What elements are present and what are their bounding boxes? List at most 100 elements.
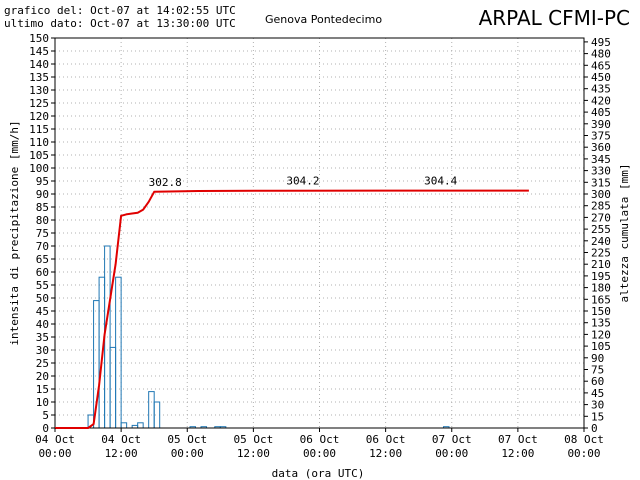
cumulative-line-group — [55, 189, 529, 429]
x-tick-time: 00:00 — [435, 447, 468, 460]
right-tick-label: 255 — [591, 223, 611, 236]
x-tick-date: 05 Oct — [234, 433, 274, 446]
x-tick-time: 00:00 — [38, 447, 71, 460]
left-axis-label: intensita di precipitazione [mm/h] — [8, 120, 21, 345]
right-tick-label: 435 — [591, 83, 611, 96]
right-tick-label: 60 — [591, 375, 604, 388]
right-tick-label: 75 — [591, 364, 604, 377]
right-axis-label: altezza cumulata [mm] — [618, 163, 631, 302]
left-tick-label: 45 — [36, 305, 49, 318]
x-tick-date: 04 Oct — [35, 433, 75, 446]
intensity-bar — [115, 276, 122, 429]
left-tick-label: 130 — [29, 84, 49, 97]
left-tick-label: 150 — [29, 32, 49, 45]
right-tick-label: 150 — [591, 305, 611, 318]
right-tick-label: 450 — [591, 71, 611, 84]
left-tick-label: 60 — [36, 266, 49, 279]
right-tick-label: 30 — [591, 399, 604, 412]
right-tick-label: 480 — [591, 48, 611, 61]
left-tick-label: 35 — [36, 331, 49, 344]
generated-timestamp: grafico del: Oct-07 at 14:02:55 UTC — [4, 4, 236, 17]
right-tick-label: 165 — [591, 293, 611, 306]
left-tick-label: 145 — [29, 45, 49, 58]
x-axis-label: data (ora UTC) — [272, 467, 365, 480]
x-tick-date: 06 Oct — [366, 433, 406, 446]
annotations: 302.8 304.2 304.4 — [149, 175, 458, 189]
right-tick-label: 225 — [591, 247, 611, 260]
right-tick-label: 375 — [591, 130, 611, 143]
right-tick-label: 135 — [591, 317, 611, 330]
intensity-bars — [87, 245, 450, 429]
right-tick-label: 195 — [591, 270, 611, 283]
x-tick-time: 12:00 — [105, 447, 138, 460]
left-tick-label: 120 — [29, 110, 49, 123]
right-tick-label: 105 — [591, 340, 611, 353]
right-tick-label: 315 — [591, 176, 611, 189]
right-tick-label: 360 — [591, 141, 611, 154]
left-tick-label: 75 — [36, 227, 49, 240]
left-tick-label: 55 — [36, 279, 49, 292]
left-tick-label: 135 — [29, 71, 49, 84]
left-tick-label: 5 — [42, 409, 49, 422]
x-tick-date: 07 Oct — [432, 433, 472, 446]
right-tick-label: 120 — [591, 328, 611, 341]
x-tick-date: 06 Oct — [300, 433, 340, 446]
left-tick-label: 30 — [36, 344, 49, 357]
right-tick-label: 240 — [591, 235, 611, 248]
cumulative-value-label: 304.2 — [286, 175, 319, 188]
intensity-bar — [120, 422, 128, 429]
left-tick-label: 125 — [29, 97, 49, 110]
cumulative-line — [55, 189, 529, 429]
right-tick-label: 15 — [591, 410, 604, 423]
left-tick-label: 65 — [36, 253, 49, 266]
right-tick-label: 300 — [591, 188, 611, 201]
left-tick-label: 90 — [36, 188, 49, 201]
right-tick-label: 330 — [591, 165, 611, 178]
intensity-bar — [109, 346, 117, 429]
left-tick-label: 40 — [36, 318, 49, 331]
left-tick-label: 20 — [36, 370, 49, 383]
left-tick-label: 0 — [42, 422, 49, 435]
right-tick-label: 345 — [591, 153, 611, 166]
right-tick-label: 390 — [591, 118, 611, 131]
right-tick-label: 90 — [591, 352, 604, 365]
left-tick-label: 25 — [36, 357, 49, 370]
left-tick-label: 80 — [36, 214, 49, 227]
right-tick-label: 465 — [591, 59, 611, 72]
x-tick-date: 05 Oct — [167, 433, 207, 446]
chart-grid — [55, 38, 584, 428]
right-tick-label: 45 — [591, 387, 604, 400]
cumulative-value-label: 304.4 — [424, 175, 457, 188]
cumulative-value-label: 302.8 — [149, 176, 182, 189]
right-tick-label: 420 — [591, 94, 611, 107]
left-tick-label: 15 — [36, 383, 49, 396]
left-tick-label: 110 — [29, 136, 49, 149]
brand-logo-text: ARPAL CFMI-PC — [478, 6, 630, 30]
x-tick-date: 07 Oct — [498, 433, 538, 446]
intensity-bar — [148, 391, 155, 429]
x-tick-date: 08 Oct — [564, 433, 604, 446]
right-axis-ticks: 0153045607590105120135150165180195210225… — [584, 36, 611, 435]
x-tick-date: 04 Oct — [101, 433, 141, 446]
left-tick-label: 115 — [29, 123, 49, 136]
left-tick-label: 95 — [36, 175, 49, 188]
right-tick-label: 210 — [591, 258, 611, 271]
intensity-bar — [137, 422, 144, 429]
last-data-timestamp: ultimo dato: Oct-07 at 13:30:00 UTC — [4, 17, 236, 30]
right-tick-label: 285 — [591, 200, 611, 213]
x-tick-time: 12:00 — [237, 447, 270, 460]
right-tick-label: 0 — [591, 422, 598, 435]
right-tick-label: 405 — [591, 106, 611, 119]
left-tick-label: 10 — [36, 396, 49, 409]
right-tick-label: 495 — [591, 36, 611, 49]
x-tick-time: 12:00 — [369, 447, 402, 460]
station-name: Genova Pontedecimo — [265, 13, 383, 26]
x-tick-time: 00:00 — [303, 447, 336, 460]
left-tick-label: 85 — [36, 201, 49, 214]
left-axis-ticks: 0510152025303540455055606570758085909510… — [29, 32, 55, 435]
x-tick-time: 12:00 — [501, 447, 534, 460]
x-tick-time: 00:00 — [567, 447, 600, 460]
left-tick-label: 50 — [36, 292, 49, 305]
